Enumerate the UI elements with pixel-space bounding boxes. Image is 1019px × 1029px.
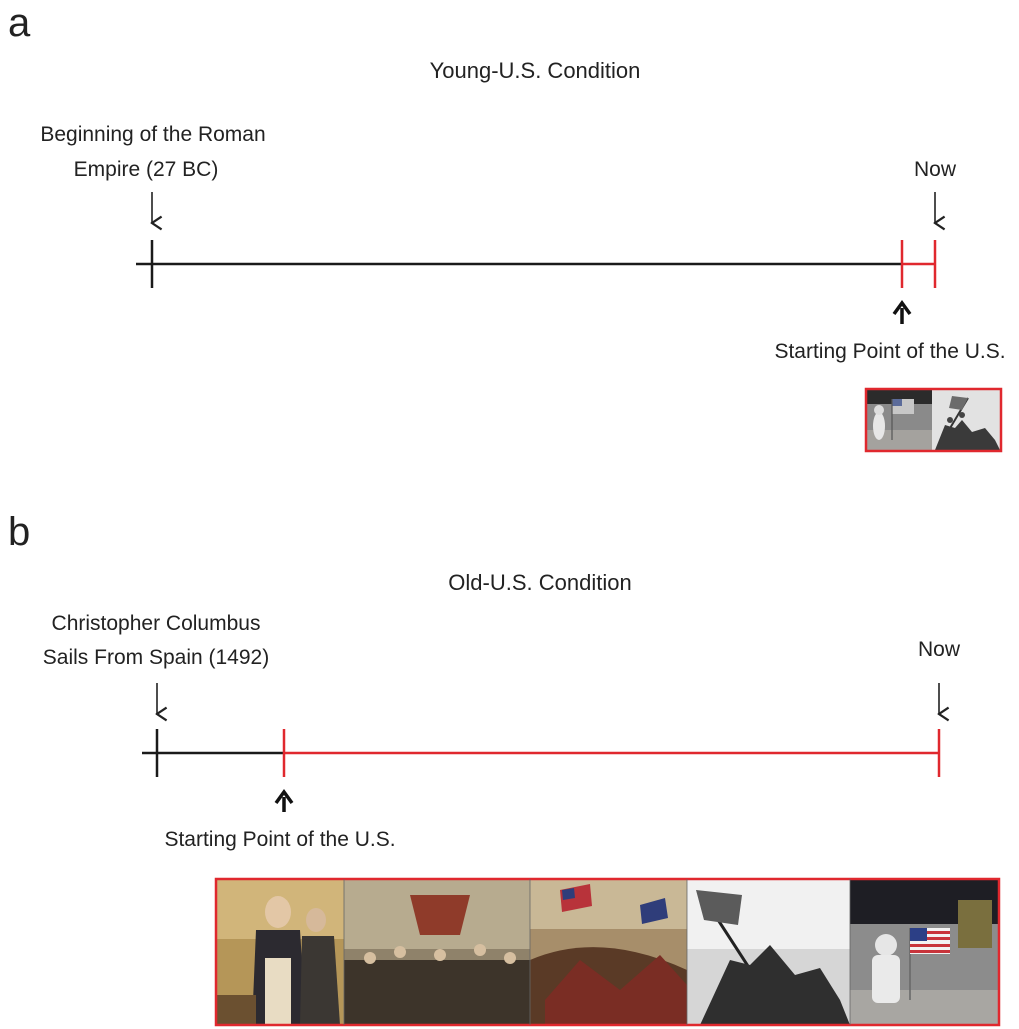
george-washington-portrait — [216, 879, 344, 1025]
panel-a: a Young-U.S. Condition Beginning of the … — [8, 1, 1006, 453]
panel-b-start-label-line2: Sails From Spain (1492) — [43, 646, 269, 669]
panel-a-start-label-line1: Beginning of the Roman — [40, 123, 265, 146]
panel-b-us-arrow — [274, 789, 294, 812]
panel-b-photo-frame — [214, 877, 1001, 1027]
panel-b: b Old-U.S. Condition Christopher Columbu… — [8, 510, 1001, 1027]
iwo-jima-flag-raising-photo — [687, 879, 850, 1025]
iwo-jima-flag-raising-photo — [932, 390, 1001, 450]
panel-b-title: Old-U.S. Condition — [448, 570, 631, 595]
panel-b-start-label-line1: Christopher Columbus — [52, 612, 261, 635]
panel-a-photo-frame — [864, 387, 1003, 453]
civil-war-battle-painting — [530, 879, 687, 1025]
panel-a-photo-strip — [864, 387, 1003, 453]
panel-b-label: b — [8, 510, 30, 554]
astronaut-flag-photo — [867, 390, 932, 450]
panel-a-now-label: Now — [914, 158, 957, 181]
panel-a-us-arrow — [892, 300, 912, 324]
panel-a-label: a — [8, 1, 31, 45]
panel-a-us-start-label: Starting Point of the U.S. — [774, 340, 1005, 363]
astronaut-flag-photo — [850, 879, 999, 1025]
panel-a-title: Young-U.S. Condition — [430, 58, 641, 83]
panel-a-start-label-line2: Empire (27 BC) — [74, 158, 219, 181]
declaration-of-independence-painting — [344, 879, 530, 1025]
panel-b-photo-strip — [214, 877, 1001, 1027]
panel-b-now-label: Now — [918, 638, 961, 661]
panel-b-us-start-label: Starting Point of the U.S. — [164, 828, 395, 851]
